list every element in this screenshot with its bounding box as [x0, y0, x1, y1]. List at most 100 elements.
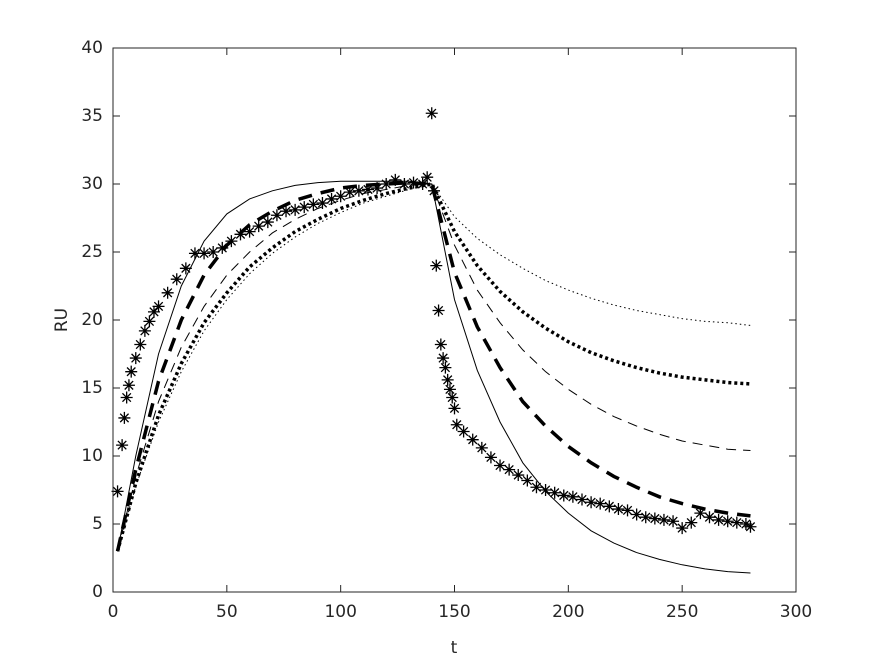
data-point [566, 490, 579, 503]
data-point [434, 338, 447, 351]
data-point [657, 513, 670, 526]
data-line [117, 183, 751, 552]
y-tick-label: 10 [81, 446, 103, 466]
data-point [198, 247, 211, 260]
data-point [252, 220, 265, 233]
data-point [575, 493, 588, 506]
data-point [430, 259, 443, 272]
data-point [122, 379, 135, 392]
data-point [343, 186, 356, 199]
data-point [448, 402, 461, 415]
data-point [170, 273, 183, 286]
data-point [694, 507, 707, 520]
data-point [352, 184, 365, 197]
y-tick-label: 35 [81, 106, 103, 126]
data-point [630, 508, 643, 521]
data-point [530, 481, 543, 494]
data-point [703, 511, 716, 524]
data-point [639, 511, 652, 524]
x-tick-label: 200 [552, 602, 584, 622]
data-point [446, 391, 459, 404]
data-point [676, 522, 689, 535]
data-point [243, 225, 256, 238]
data-line [115, 182, 751, 552]
data-point [270, 209, 283, 222]
data-point [475, 441, 488, 454]
data-point [147, 305, 160, 318]
data-point [216, 241, 229, 254]
y-tick-label: 5 [92, 514, 103, 534]
data-point [443, 383, 456, 396]
data-point [712, 513, 725, 526]
data-point [425, 107, 438, 120]
data-point [307, 198, 320, 211]
data-point [398, 178, 411, 190]
y-tick-label: 25 [81, 242, 103, 262]
data-point [261, 216, 274, 229]
data-point [421, 171, 434, 184]
data-point [721, 515, 734, 528]
data-point [138, 324, 151, 337]
data-point [118, 411, 131, 424]
y-tick-label: 20 [81, 310, 103, 330]
data-point [316, 197, 329, 210]
data-point [161, 286, 174, 299]
data-point [432, 304, 445, 317]
data-point [621, 504, 634, 517]
data-point [503, 463, 516, 476]
data-point [125, 365, 138, 378]
data-point [594, 497, 607, 510]
data-point [466, 433, 479, 446]
data-point [521, 474, 534, 487]
data-point [111, 485, 124, 498]
data-point [648, 512, 661, 525]
data-point [539, 484, 552, 496]
data-point [143, 315, 156, 328]
data-point [603, 500, 616, 513]
data-point [739, 518, 752, 530]
data-point [361, 183, 374, 196]
plot-frame [112, 47, 797, 593]
data-point [450, 418, 463, 431]
y-tick-label: 30 [81, 174, 103, 194]
data-point [179, 262, 192, 275]
data-point [512, 469, 525, 482]
x-tick-label: 50 [216, 602, 238, 622]
data-point [494, 459, 507, 472]
data-point [484, 451, 497, 464]
data-point [730, 516, 743, 529]
data-point [129, 352, 142, 365]
x-tick-label: 0 [108, 602, 119, 622]
data-point [744, 520, 757, 533]
y-tick-label: 40 [81, 38, 103, 58]
data-point [612, 503, 625, 516]
data-point [437, 352, 450, 365]
data-point [207, 246, 220, 258]
data-point [439, 361, 452, 374]
x-tick-label: 100 [324, 602, 356, 622]
data-point [548, 486, 561, 499]
data-point [134, 338, 147, 351]
x-tick-label: 150 [438, 602, 470, 622]
data-point [289, 203, 302, 216]
data-point [457, 425, 470, 438]
data-point [667, 515, 680, 528]
data-point [380, 178, 393, 190]
data-point [325, 192, 338, 205]
data-point [298, 201, 311, 214]
x-tick-label: 300 [780, 602, 812, 622]
data-point [280, 205, 293, 218]
data-point [685, 516, 698, 529]
data-point [371, 182, 384, 195]
x-axis-label: t [451, 638, 458, 658]
y-tick-label: 15 [81, 378, 103, 398]
data-point [152, 300, 165, 313]
data-point [389, 173, 402, 186]
data-point [334, 190, 347, 203]
data-point [557, 489, 570, 502]
y-axis-label: RU [52, 308, 72, 332]
data-point [585, 496, 598, 509]
